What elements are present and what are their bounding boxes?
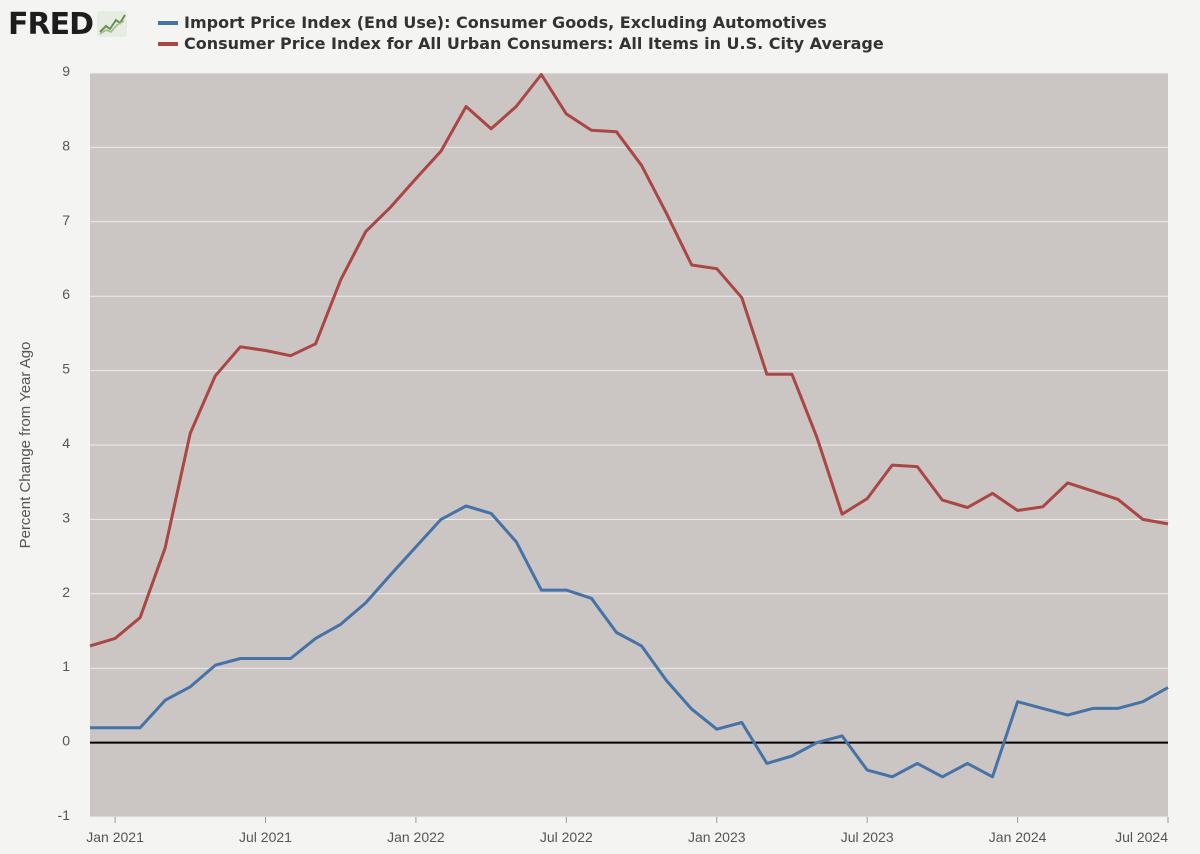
x-tick-label: Jul 2022 [540,829,593,845]
x-tick-label: Jul 2021 [239,829,292,845]
legend-label-import-price: Import Price Index (End Use): Consumer G… [184,13,827,32]
chart-legend: Import Price Index (End Use): Consumer G… [158,12,884,54]
y-axis-title: Percent Change from Year Ago [17,342,34,549]
legend-item-import-price[interactable]: Import Price Index (End Use): Consumer G… [158,12,884,33]
gridlines [90,72,1168,818]
logo-text: FRED [8,6,94,42]
legend-item-cpi[interactable]: Consumer Price Index for All Urban Consu… [158,33,884,54]
y-tick-label: 0 [62,733,70,749]
y-tick-label: 6 [62,286,70,302]
x-axis-ticks: Jan 2021 Jul 2021 Jan 2022 Jul 2022 Jan 2023… [86,817,1169,845]
y-tick-label: 9 [62,63,70,79]
legend-label-cpi: Consumer Price Index for All Urban Consu… [184,34,884,53]
y-axis-ticks: -1 0 1 2 3 4 5 6 7 8 9 [58,63,71,823]
legend-swatch-cpi [158,41,178,46]
x-tick-label: Jul 2024 [1115,829,1168,845]
series-lines [89,73,1169,779]
y-tick-label: 4 [62,435,70,451]
y-tick-label: 8 [62,137,70,153]
x-tick-label: Jan 2024 [989,829,1047,845]
x-tick-label: Jul 2023 [841,829,894,845]
series-line-import-price[interactable] [90,504,1169,779]
x-tick-label: Jan 2021 [86,829,144,845]
y-tick-label: 5 [62,361,70,377]
legend-swatch-import-price [158,20,178,25]
fred-logo[interactable]: FRED [8,4,127,44]
y-tick-label: -1 [58,807,71,823]
chart-logo-icon [97,11,127,37]
y-tick-label: 2 [62,584,70,600]
y-tick-label: 1 [62,658,70,674]
chart-header: FRED Import Price Index (End Use): Consu… [0,0,1200,62]
y-tick-label: 7 [62,212,70,228]
series-line-cpi[interactable] [89,73,1169,648]
x-tick-label: Jan 2022 [387,829,445,845]
y-tick-label: 3 [62,509,70,525]
x-tick-label: Jan 2023 [688,829,746,845]
